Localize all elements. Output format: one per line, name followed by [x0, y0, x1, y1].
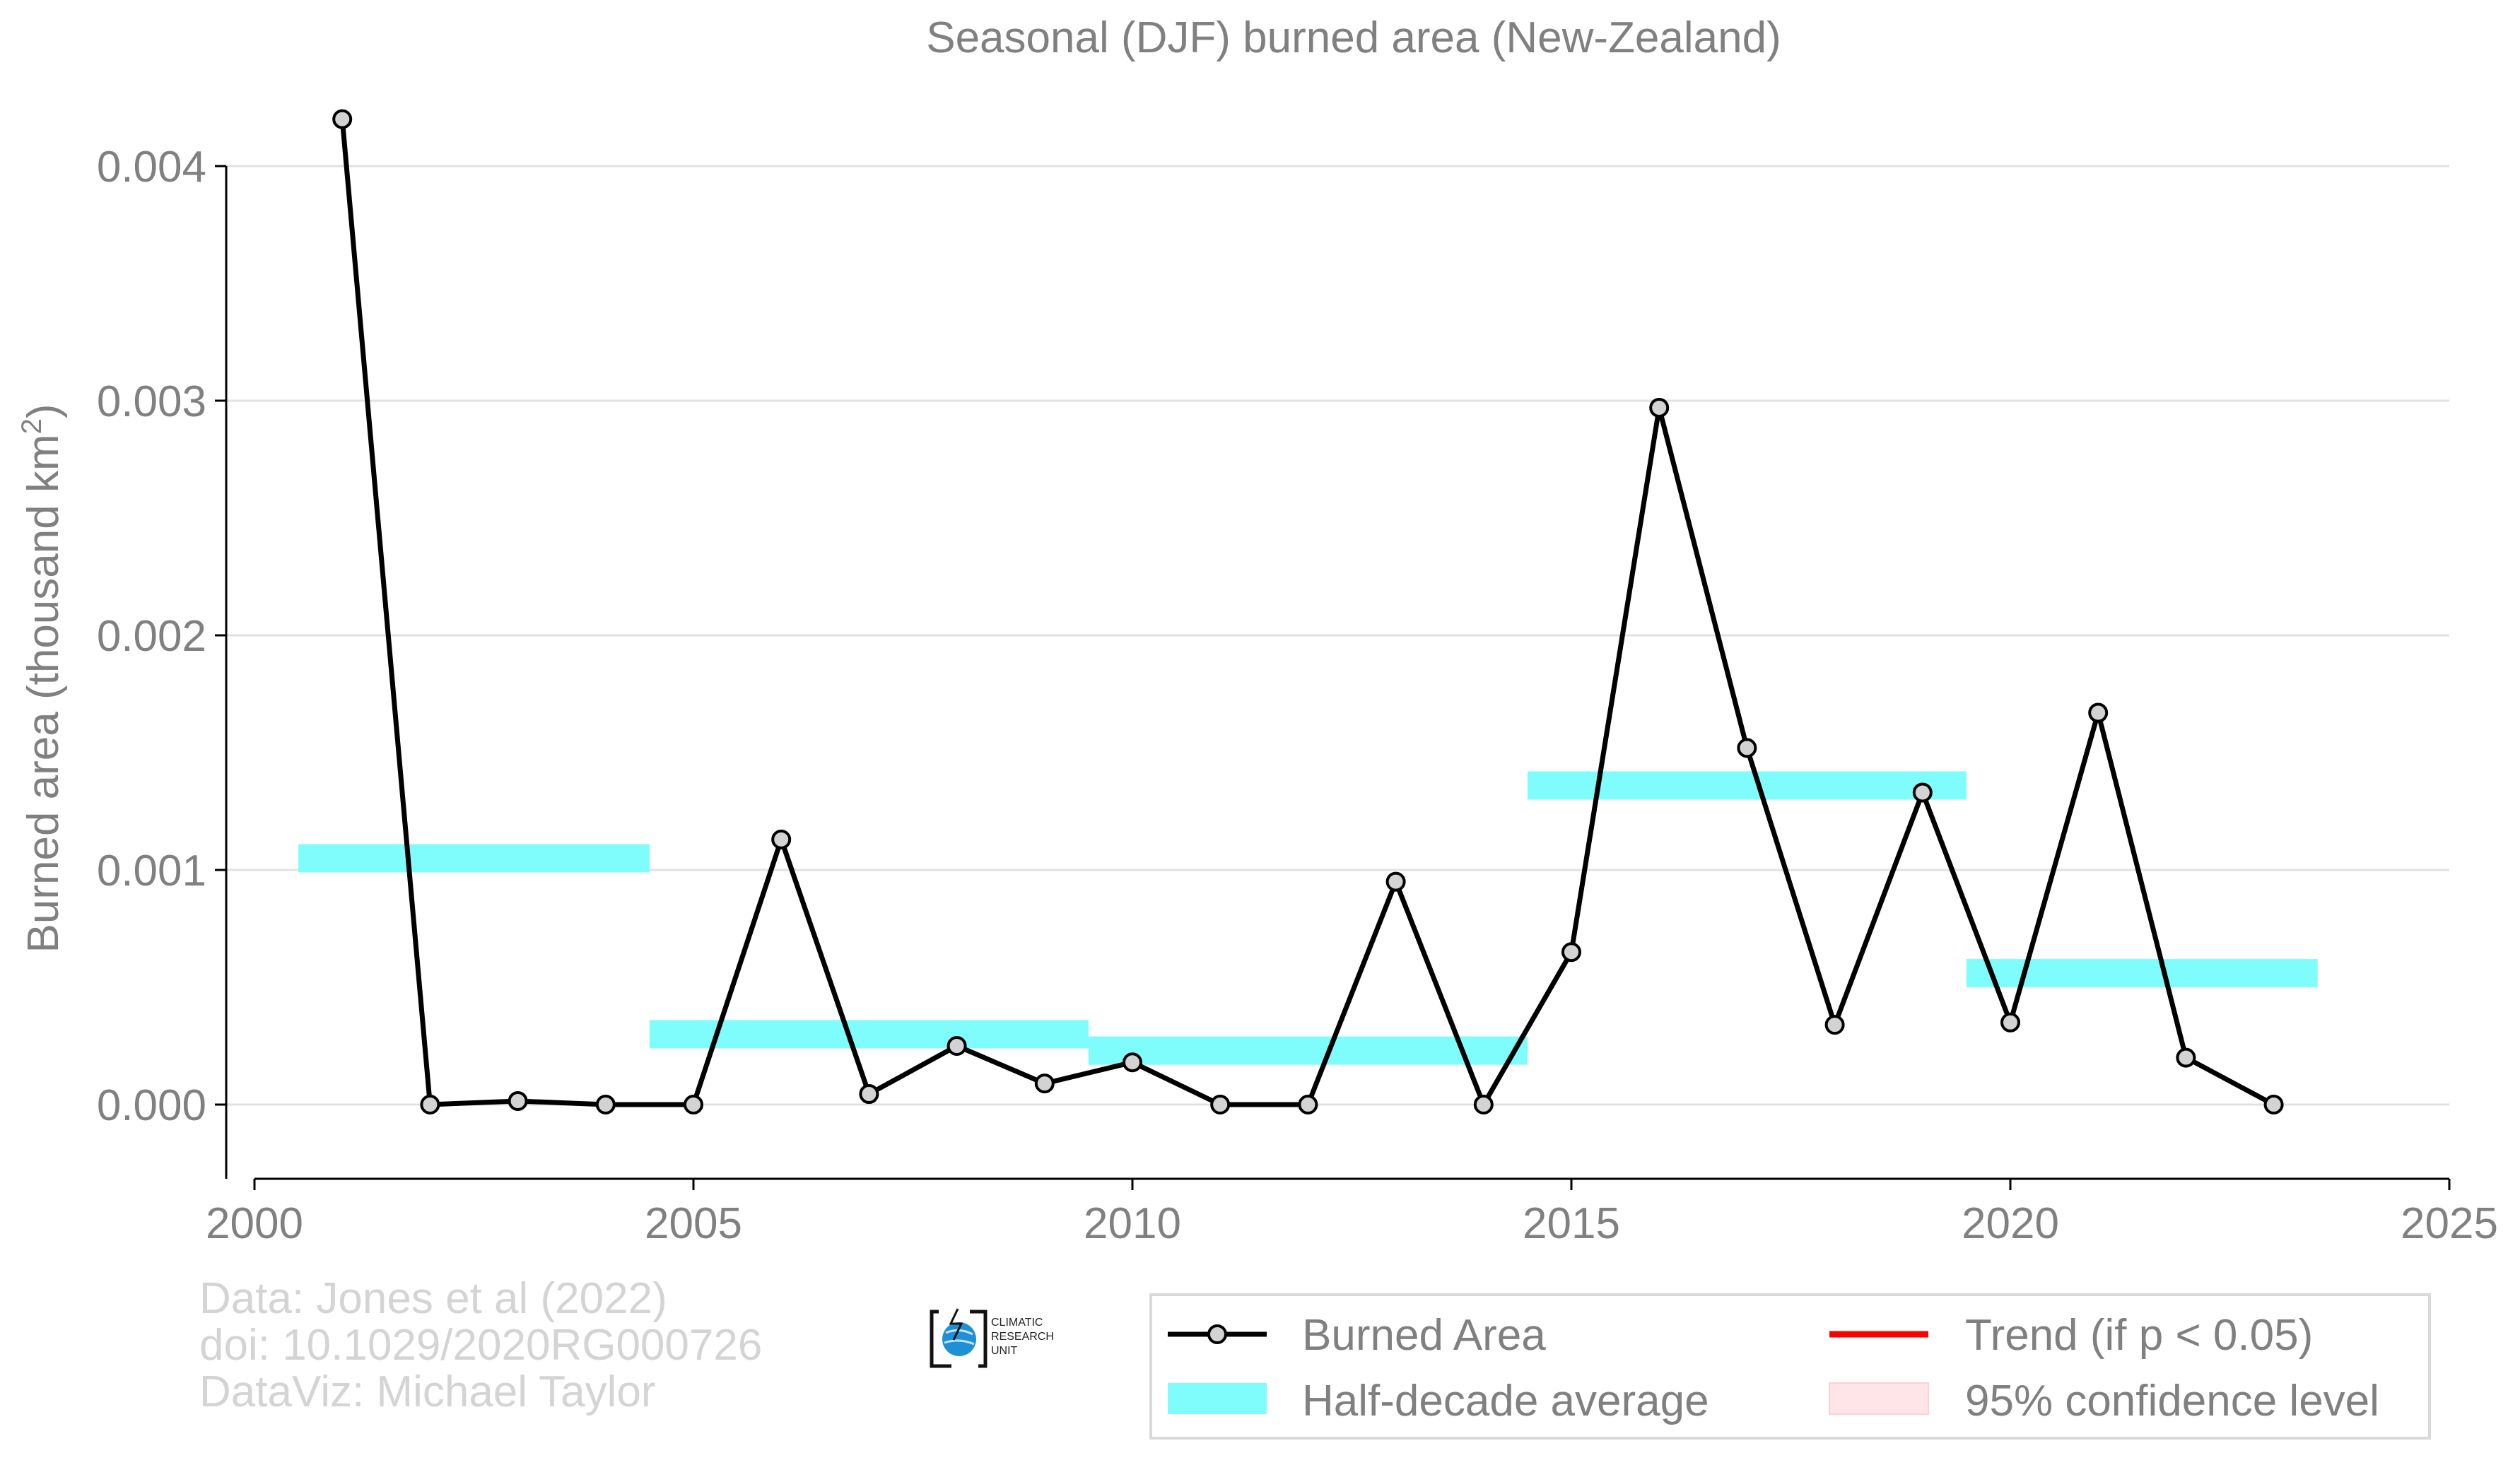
burned-area-point [859, 1084, 879, 1105]
burned-area-point [1123, 1052, 1142, 1073]
legend: Burned Area Half-decade average Trend (i… [1149, 1293, 2431, 1440]
burned-area-point [508, 1091, 528, 1112]
legend-confidence-label: 95% confidence level [1965, 1377, 2379, 1425]
burned-area-point [684, 1095, 703, 1114]
burned-area-point [1034, 1073, 1055, 1094]
burned-area-point [1649, 397, 1670, 418]
burned-area-point [1210, 1095, 1231, 1114]
legend-burned-area-marker [1207, 1324, 1227, 1344]
x-tick-label: 2020 [1962, 1199, 2059, 1248]
x-tick-label: 2000 [206, 1199, 303, 1248]
legend-trend-label: Trend (if p < 0.05) [1965, 1311, 2313, 1360]
y-tick-label: 0.002 [97, 612, 206, 661]
half-decade-band [1088, 1036, 1528, 1065]
x-tick-label: 2010 [1084, 1199, 1181, 1248]
burned-area-point [332, 109, 353, 129]
logo-text-2: RESEARCH [991, 1331, 1054, 1343]
y-axis-label-superscript: 2 [16, 418, 47, 434]
legend-burned-area-label: Burned Area [1302, 1311, 1546, 1360]
axes [225, 166, 2449, 1180]
half-decade-band [1527, 771, 1967, 800]
legend-half-decade-label: Half-decade average [1302, 1377, 1709, 1425]
y-tick-label: 0.003 [97, 377, 206, 426]
burned-area-point [420, 1095, 440, 1114]
cru-logo: CLIMATIC RESEARCH UNIT [930, 1308, 1054, 1368]
y-axis-label: Burned area (thousand km2) [16, 404, 68, 953]
burned-area-line [339, 119, 2275, 1107]
burned-area-point [1561, 942, 1581, 963]
half-decade-band [298, 844, 650, 873]
y-tick-label: 0.004 [97, 143, 206, 192]
logo-text-1: CLIMATIC [991, 1317, 1043, 1329]
burned-area-point [1385, 871, 1406, 892]
data-source-credit: Data: Jones et al (2022) [199, 1274, 667, 1323]
burned-area-point [2000, 1012, 2020, 1032]
x-tick-label: 2005 [645, 1199, 742, 1248]
half-decade-band [649, 1020, 1089, 1049]
y-tick-label: 0.000 [97, 1081, 206, 1130]
dataviz-credit: DataViz: Michael Taylor [199, 1367, 656, 1416]
burned-area-point [1473, 1095, 1494, 1114]
x-tick-label: 2025 [2401, 1199, 2498, 1248]
burned-area-point [1298, 1095, 1318, 1114]
burned-area-point [771, 829, 792, 849]
legend-box [1149, 1293, 2431, 1440]
y-axis-label-close: ) [19, 404, 68, 418]
burned-area-point [947, 1036, 967, 1056]
burned-area-point [2176, 1047, 2196, 1068]
burned-area-point [1824, 1015, 1845, 1035]
logo-text-3: UNIT [991, 1345, 1018, 1357]
burned-area-point [595, 1095, 616, 1114]
burned-area-point [2263, 1095, 2284, 1114]
burned-area-point [1737, 738, 1757, 758]
x-tick-label: 2015 [1523, 1199, 1620, 1248]
legend-confidence-swatch [1829, 1382, 1929, 1415]
burned-area-point [2088, 702, 2109, 723]
y-tick-label: 0.001 [97, 847, 206, 895]
axis-ticks: 0.000 0.001 0.002 0.003 0.004 2000 2005 2010 201… [97, 143, 2498, 1248]
doi-credit: doi: 10.1029/2020RG000726 [199, 1321, 763, 1370]
legend-half-decade-swatch [1168, 1383, 1267, 1414]
chart-title: Seasonal (DJF) burned area (New-Zealand) [926, 13, 1781, 62]
burned-area-point [1912, 782, 1933, 803]
burned-area-series [332, 109, 2284, 1114]
